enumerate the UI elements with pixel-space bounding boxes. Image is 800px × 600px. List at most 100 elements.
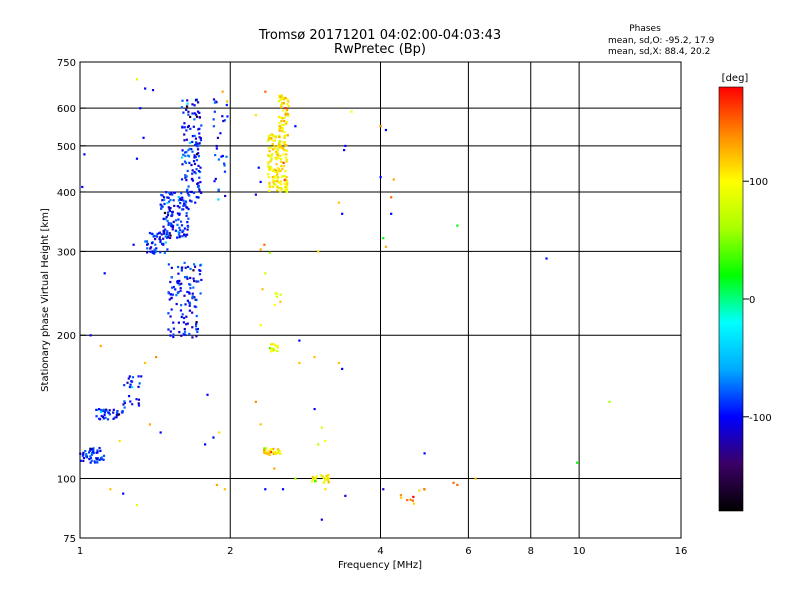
data-point [199,166,202,169]
legend-title: Phases [629,24,661,34]
data-point [222,119,225,123]
data-point [191,172,194,175]
data-point [268,168,271,172]
data-point [169,315,172,318]
data-point [271,342,275,346]
data-point [196,196,200,199]
data-point [185,275,189,279]
data-point [214,177,217,181]
data-point [180,224,184,227]
data-point [108,413,111,416]
data-point [282,141,285,144]
data-point [223,170,227,173]
data-point [100,414,103,418]
data-point [285,189,288,193]
data-point [267,173,270,176]
data-point [199,139,203,142]
data-point [183,233,186,237]
data-point [280,187,283,191]
data-point [137,402,140,405]
data-point [113,416,116,419]
data-point [272,447,275,451]
data-point [102,409,106,412]
x-tick-label: 8 [528,546,534,557]
data-point [276,173,279,176]
data-point [164,241,167,244]
data-point [277,115,280,119]
data-point [382,488,385,491]
data-point [169,280,172,284]
data-point [183,227,186,230]
data-point [283,116,286,119]
data-point [156,232,159,236]
data-point [189,190,192,194]
data-point [169,193,172,196]
data-point [172,199,175,202]
data-point [277,155,280,158]
data-point [219,132,222,135]
data-point [191,292,194,295]
data-point [215,483,219,487]
data-point [278,139,281,143]
data-point [225,100,229,103]
data-point [284,106,287,110]
data-point [199,180,202,184]
data-point [195,305,198,309]
data-point [267,139,270,142]
data-point [166,236,170,239]
data-point [276,153,279,156]
data-point [101,415,105,419]
data-point [170,308,173,311]
data-point [284,186,288,189]
data-point [287,100,290,103]
data-point [282,175,285,178]
data-point [271,179,275,182]
data-point [283,136,286,139]
data-point [271,169,274,172]
data-point [188,302,192,305]
y-axis-label: Stationary phase Virtual Height [km] [40,208,51,392]
data-point [172,327,176,330]
data-point [112,411,115,414]
data-point [146,247,149,250]
data-point [184,266,187,269]
data-point [272,185,275,188]
y-tick-label: 400 [57,188,76,199]
data-point [273,147,277,150]
data-point [181,235,184,238]
data-point [167,312,170,315]
data-point [545,257,548,260]
data-point [102,417,105,420]
data-point [286,102,289,106]
data-point [285,149,288,153]
data-point [324,439,327,443]
data-point [168,232,171,235]
data-point [277,134,281,137]
data-point [193,296,196,299]
data-point [268,189,271,192]
data-point [161,205,164,208]
data-point [282,96,285,99]
data-point [285,179,288,182]
data-point [194,325,198,328]
data-point [276,180,279,183]
data-point [342,148,346,152]
data-point [280,119,283,123]
data-point [280,105,283,109]
data-point [186,277,189,280]
data-point [178,212,181,215]
data-point [322,476,325,480]
data-point [81,454,84,457]
data-point [112,417,115,420]
data-point [169,198,172,202]
data-point [196,185,200,188]
data-point [194,143,197,147]
data-point [179,198,183,201]
data-point [173,204,176,208]
data-point [284,96,287,100]
data-point [277,181,281,184]
data-point [274,170,277,173]
data-point [169,234,172,237]
data-point [277,186,280,189]
data-point [166,201,169,205]
